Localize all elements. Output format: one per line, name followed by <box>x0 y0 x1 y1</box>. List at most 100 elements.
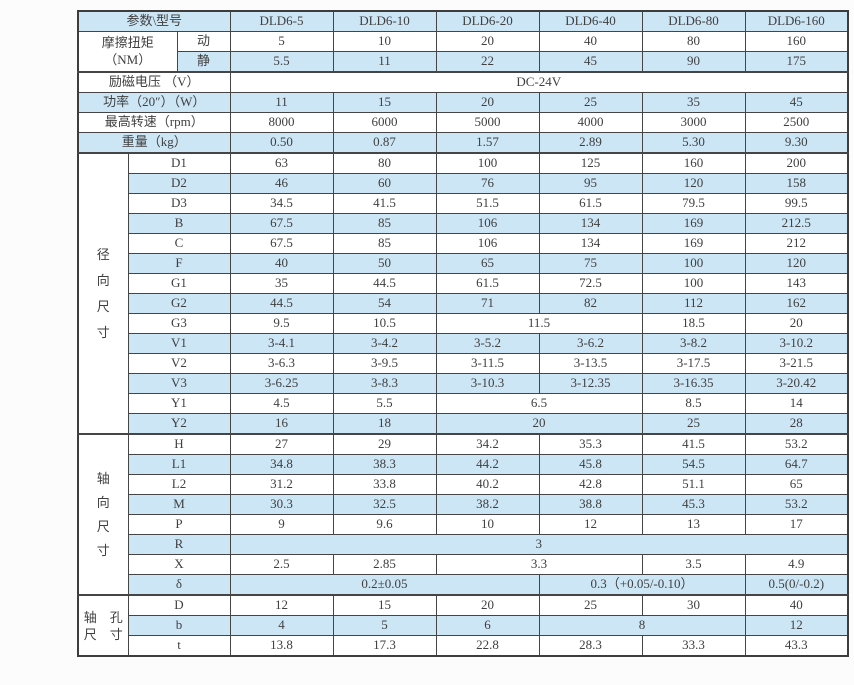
value-cell: 33.8 <box>332 474 437 495</box>
merged-value-cell: DC-24V <box>229 71 849 93</box>
value-cell: 5.30 <box>641 132 746 154</box>
value-cell: 14 <box>744 393 849 414</box>
row-label: C <box>127 233 231 254</box>
spec-table: 参数\型号 DLD6-5 DLD6-10 DLD6-20 DLD6-40 DLD6-80 D… <box>77 10 849 657</box>
section-label-line: 径 <box>96 247 110 262</box>
row-label: 重量（kg） <box>77 132 231 154</box>
value-cell: 15 <box>332 92 437 113</box>
row-label: 静 <box>176 51 231 73</box>
merged-value-cell: 3.3 <box>435 554 643 575</box>
value-cell: 82 <box>538 293 643 314</box>
value-cell: 32.5 <box>332 494 437 515</box>
value-cell: 0.50 <box>229 132 334 154</box>
value-cell: 6000 <box>332 112 437 133</box>
value-cell: 42.8 <box>538 474 643 495</box>
row-label: P <box>127 514 231 535</box>
value-cell: 11 <box>229 92 334 113</box>
value-cell: 12 <box>744 615 849 636</box>
value-cell: 67.5 <box>229 233 334 254</box>
value-cell: 18.5 <box>641 313 746 334</box>
section-label-line: 尺 寸 <box>83 626 123 642</box>
value-cell: 3-8.2 <box>641 333 746 354</box>
value-cell: 169 <box>641 213 746 234</box>
param-model-header: 参数\型号 <box>77 10 231 32</box>
value-cell: 80 <box>332 152 437 174</box>
value-cell: 20 <box>435 31 540 52</box>
value-cell: 61.5 <box>538 193 643 214</box>
value-cell: 3-8.3 <box>332 373 437 394</box>
section-label-line: 向 <box>96 495 110 510</box>
value-cell: 5.5 <box>229 51 334 73</box>
row-label: Y2 <box>127 413 231 435</box>
row-label: G1 <box>127 273 231 294</box>
value-cell: 3-5.2 <box>435 333 540 354</box>
value-cell: 61.5 <box>435 273 540 294</box>
value-cell: 65 <box>435 253 540 274</box>
row-label: L1 <box>127 454 231 475</box>
torque-group-label: 摩擦扭矩 （NM） <box>77 31 178 73</box>
model-column-header: DLD6-40 <box>538 10 643 32</box>
value-cell: 2.5 <box>229 554 334 575</box>
value-cell: 100 <box>641 253 746 274</box>
page: 参数\型号 DLD6-5 DLD6-10 DLD6-20 DLD6-40 DLD6-80 D… <box>0 10 854 685</box>
value-cell: 85 <box>332 233 437 254</box>
value-cell: 25 <box>641 413 746 435</box>
value-cell: 100 <box>641 273 746 294</box>
value-cell: 22 <box>435 51 540 73</box>
value-cell: 2.85 <box>332 554 437 575</box>
spec-table-body: 参数\型号 DLD6-5 DLD6-10 DLD6-20 DLD6-40 DLD6-80 D… <box>77 10 849 657</box>
section-label-line: 轴 孔 <box>83 609 123 625</box>
value-cell: 100 <box>435 152 540 174</box>
value-cell: 120 <box>641 173 746 194</box>
value-cell: 3-20.42 <box>744 373 849 394</box>
value-cell: 35 <box>641 92 746 113</box>
value-cell: 65 <box>744 474 849 495</box>
value-cell: 45 <box>744 92 849 113</box>
value-cell: 3-6.2 <box>538 333 643 354</box>
value-cell: 29 <box>332 433 437 455</box>
value-cell: 20 <box>744 313 849 334</box>
value-cell: 75 <box>538 253 643 274</box>
model-column-header: DLD6-160 <box>744 10 849 32</box>
value-cell: 2.89 <box>538 132 643 154</box>
value-cell: 20 <box>435 594 540 616</box>
value-cell: 3-11.5 <box>435 353 540 374</box>
row-label: B <box>127 213 231 234</box>
value-cell: 5 <box>332 615 437 636</box>
row-label: 功率（20″）（W） <box>77 92 231 113</box>
merged-value-cell: 0.2±0.05 <box>229 574 540 596</box>
value-cell: 51.1 <box>641 474 746 495</box>
value-cell: 3-4.2 <box>332 333 437 354</box>
value-cell: 44.5 <box>332 273 437 294</box>
value-cell: 51.5 <box>435 193 540 214</box>
model-column-header: DLD6-20 <box>435 10 540 32</box>
value-cell: 120 <box>744 253 849 274</box>
value-cell: 3-6.3 <box>229 353 334 374</box>
row-label: G3 <box>127 313 231 334</box>
value-cell: 112 <box>641 293 746 314</box>
section-label-line: 寸 <box>96 543 110 558</box>
value-cell: 212 <box>744 233 849 254</box>
value-cell: 4000 <box>538 112 643 133</box>
value-cell: 11 <box>332 51 437 73</box>
row-label: D2 <box>127 173 231 194</box>
value-cell: 85 <box>332 213 437 234</box>
value-cell: 99.5 <box>744 193 849 214</box>
value-cell: 40 <box>744 594 849 616</box>
value-cell: 90 <box>641 51 746 73</box>
value-cell: 9 <box>229 514 334 535</box>
merged-value-cell: 20 <box>435 413 643 435</box>
merged-value-cell: 0.3（+0.05/-0.10） <box>538 574 746 596</box>
value-cell: 12 <box>538 514 643 535</box>
value-cell: 44.5 <box>229 293 334 314</box>
value-cell: 106 <box>435 233 540 254</box>
value-cell: 2500 <box>744 112 849 133</box>
value-cell: 17 <box>744 514 849 535</box>
value-cell: 3-16.35 <box>641 373 746 394</box>
row-label: R <box>127 534 231 555</box>
value-cell: 54.5 <box>641 454 746 475</box>
row-label: 励磁电压 （V） <box>77 71 231 93</box>
value-cell: 134 <box>538 213 643 234</box>
value-cell: 40 <box>229 253 334 274</box>
row-label: M <box>127 494 231 515</box>
